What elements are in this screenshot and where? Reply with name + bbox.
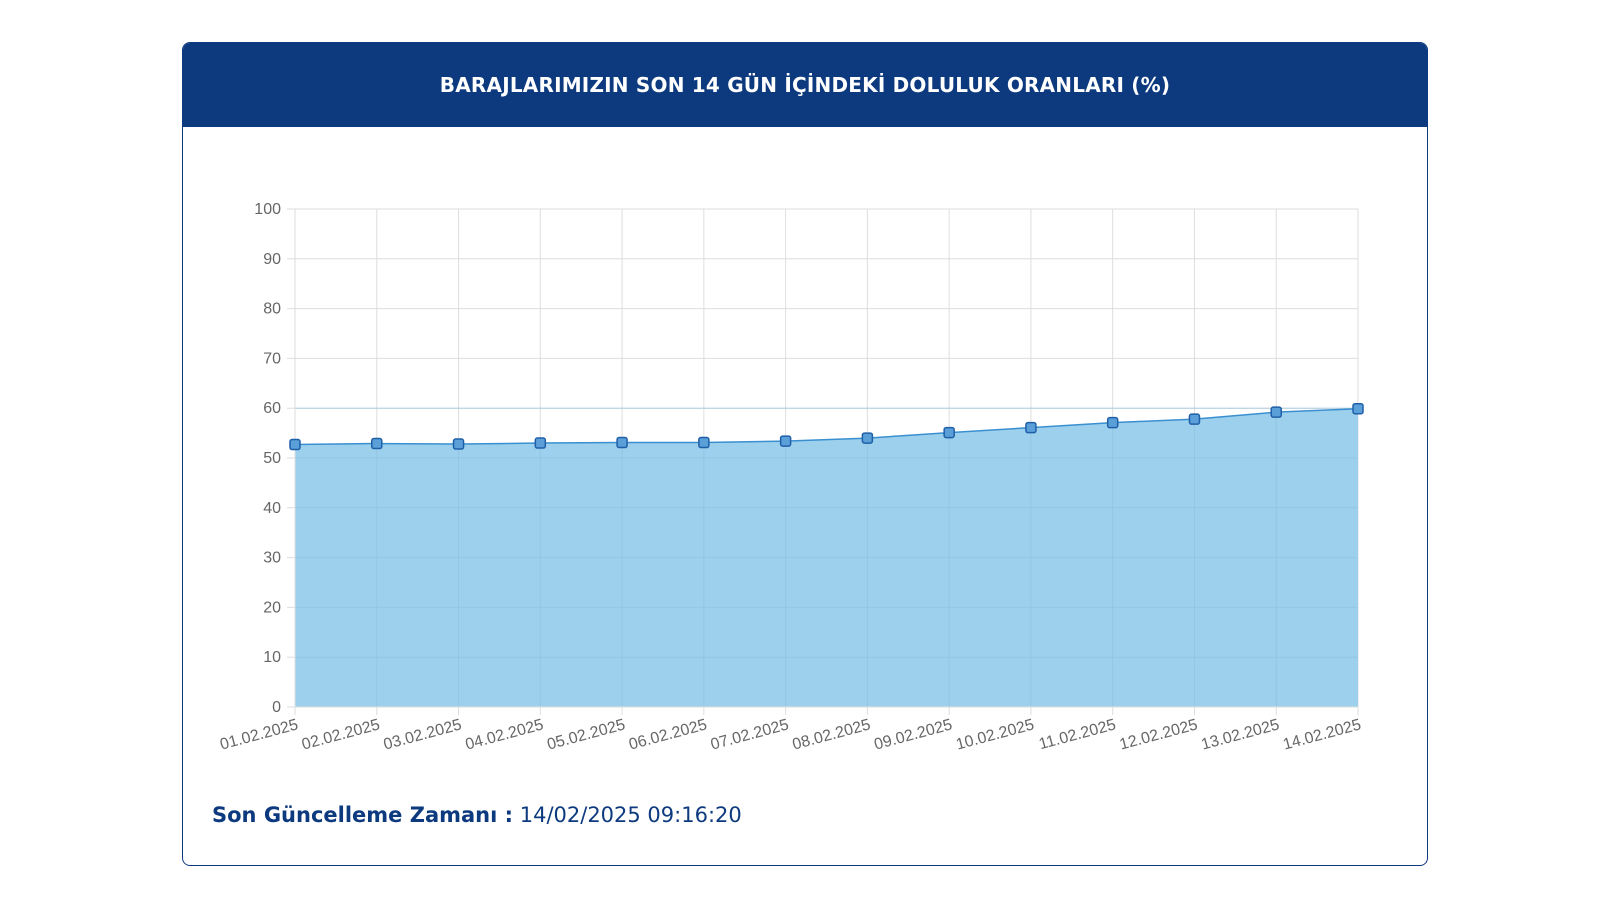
x-tick-label: 13.02.2025 [1200, 716, 1282, 753]
y-tick-label: 0 [272, 699, 281, 716]
data-point [779, 435, 792, 447]
y-tick-label: 10 [263, 649, 281, 666]
x-tick-label: 01.02.2025 [218, 716, 300, 753]
series-line [294, 407, 1359, 446]
last-update-value: 14/02/2025 09:16:20 [519, 803, 742, 827]
chart-area: 0 10 20 30 40 50 60 70 80 90 100 01.02.2025 02.02.20… [183, 127, 1427, 787]
data-point [1106, 416, 1119, 429]
data-point [1270, 406, 1282, 418]
y-tick-label: 20 [263, 599, 281, 616]
card-header: BARAJLARIMIZIN SON 14 GÜN İÇİNDEKİ DOLUL… [183, 43, 1427, 127]
y-tick-label: 90 [263, 251, 281, 268]
data-point [534, 437, 547, 449]
x-tick-label: 10.02.2025 [954, 716, 1036, 753]
data-point [452, 438, 465, 450]
x-tick-label: 03.02.2025 [382, 716, 464, 753]
y-tick-label: 50 [263, 450, 281, 467]
y-tick-label: 40 [263, 500, 281, 517]
y-tick-label: 60 [263, 400, 281, 417]
x-tick-label: 04.02.2025 [464, 716, 546, 753]
chart-title: BARAJLARIMIZIN SON 14 GÜN İÇİNDEKİ DOLUL… [439, 73, 1171, 97]
last-update-label: Son Güncelleme Zamanı : [212, 803, 514, 827]
data-point [1352, 402, 1364, 415]
data-point [616, 436, 628, 449]
data-point [289, 438, 301, 451]
y-tick-label: 100 [254, 201, 281, 218]
data-point [1025, 421, 1037, 434]
data-point [943, 426, 955, 439]
x-tick-label: 02.02.2025 [300, 716, 382, 753]
data-point [861, 432, 874, 444]
y-tick-label: 30 [263, 550, 281, 567]
x-tick-label: 07.02.2025 [709, 716, 791, 753]
chart-card: BARAJLARIMIZIN SON 14 GÜN İÇİNDEKİ DOLUL… [182, 42, 1428, 866]
x-tick-label: 08.02.2025 [791, 716, 873, 753]
x-tick-label: 11.02.2025 [1037, 716, 1118, 753]
y-tick-label: 80 [263, 301, 281, 318]
data-point [1188, 413, 1201, 425]
data-point [371, 437, 383, 450]
x-tick-label: 06.02.2025 [627, 716, 709, 753]
data-point [698, 436, 710, 449]
x-tick-label: 14.02.2025 [1281, 716, 1363, 753]
x-tick-label: 12.02.2025 [1118, 716, 1200, 753]
fill-rate-chart: 0 10 20 30 40 50 60 70 80 90 100 01.02.2025 02.02.20… [218, 201, 1364, 754]
last-update: Son Güncelleme Zamanı : 14/02/2025 09:16… [212, 803, 742, 827]
y-tick-label: 70 [263, 350, 281, 367]
x-tick-label: 09.02.2025 [872, 716, 954, 753]
x-tick-label: 05.02.2025 [545, 716, 627, 753]
